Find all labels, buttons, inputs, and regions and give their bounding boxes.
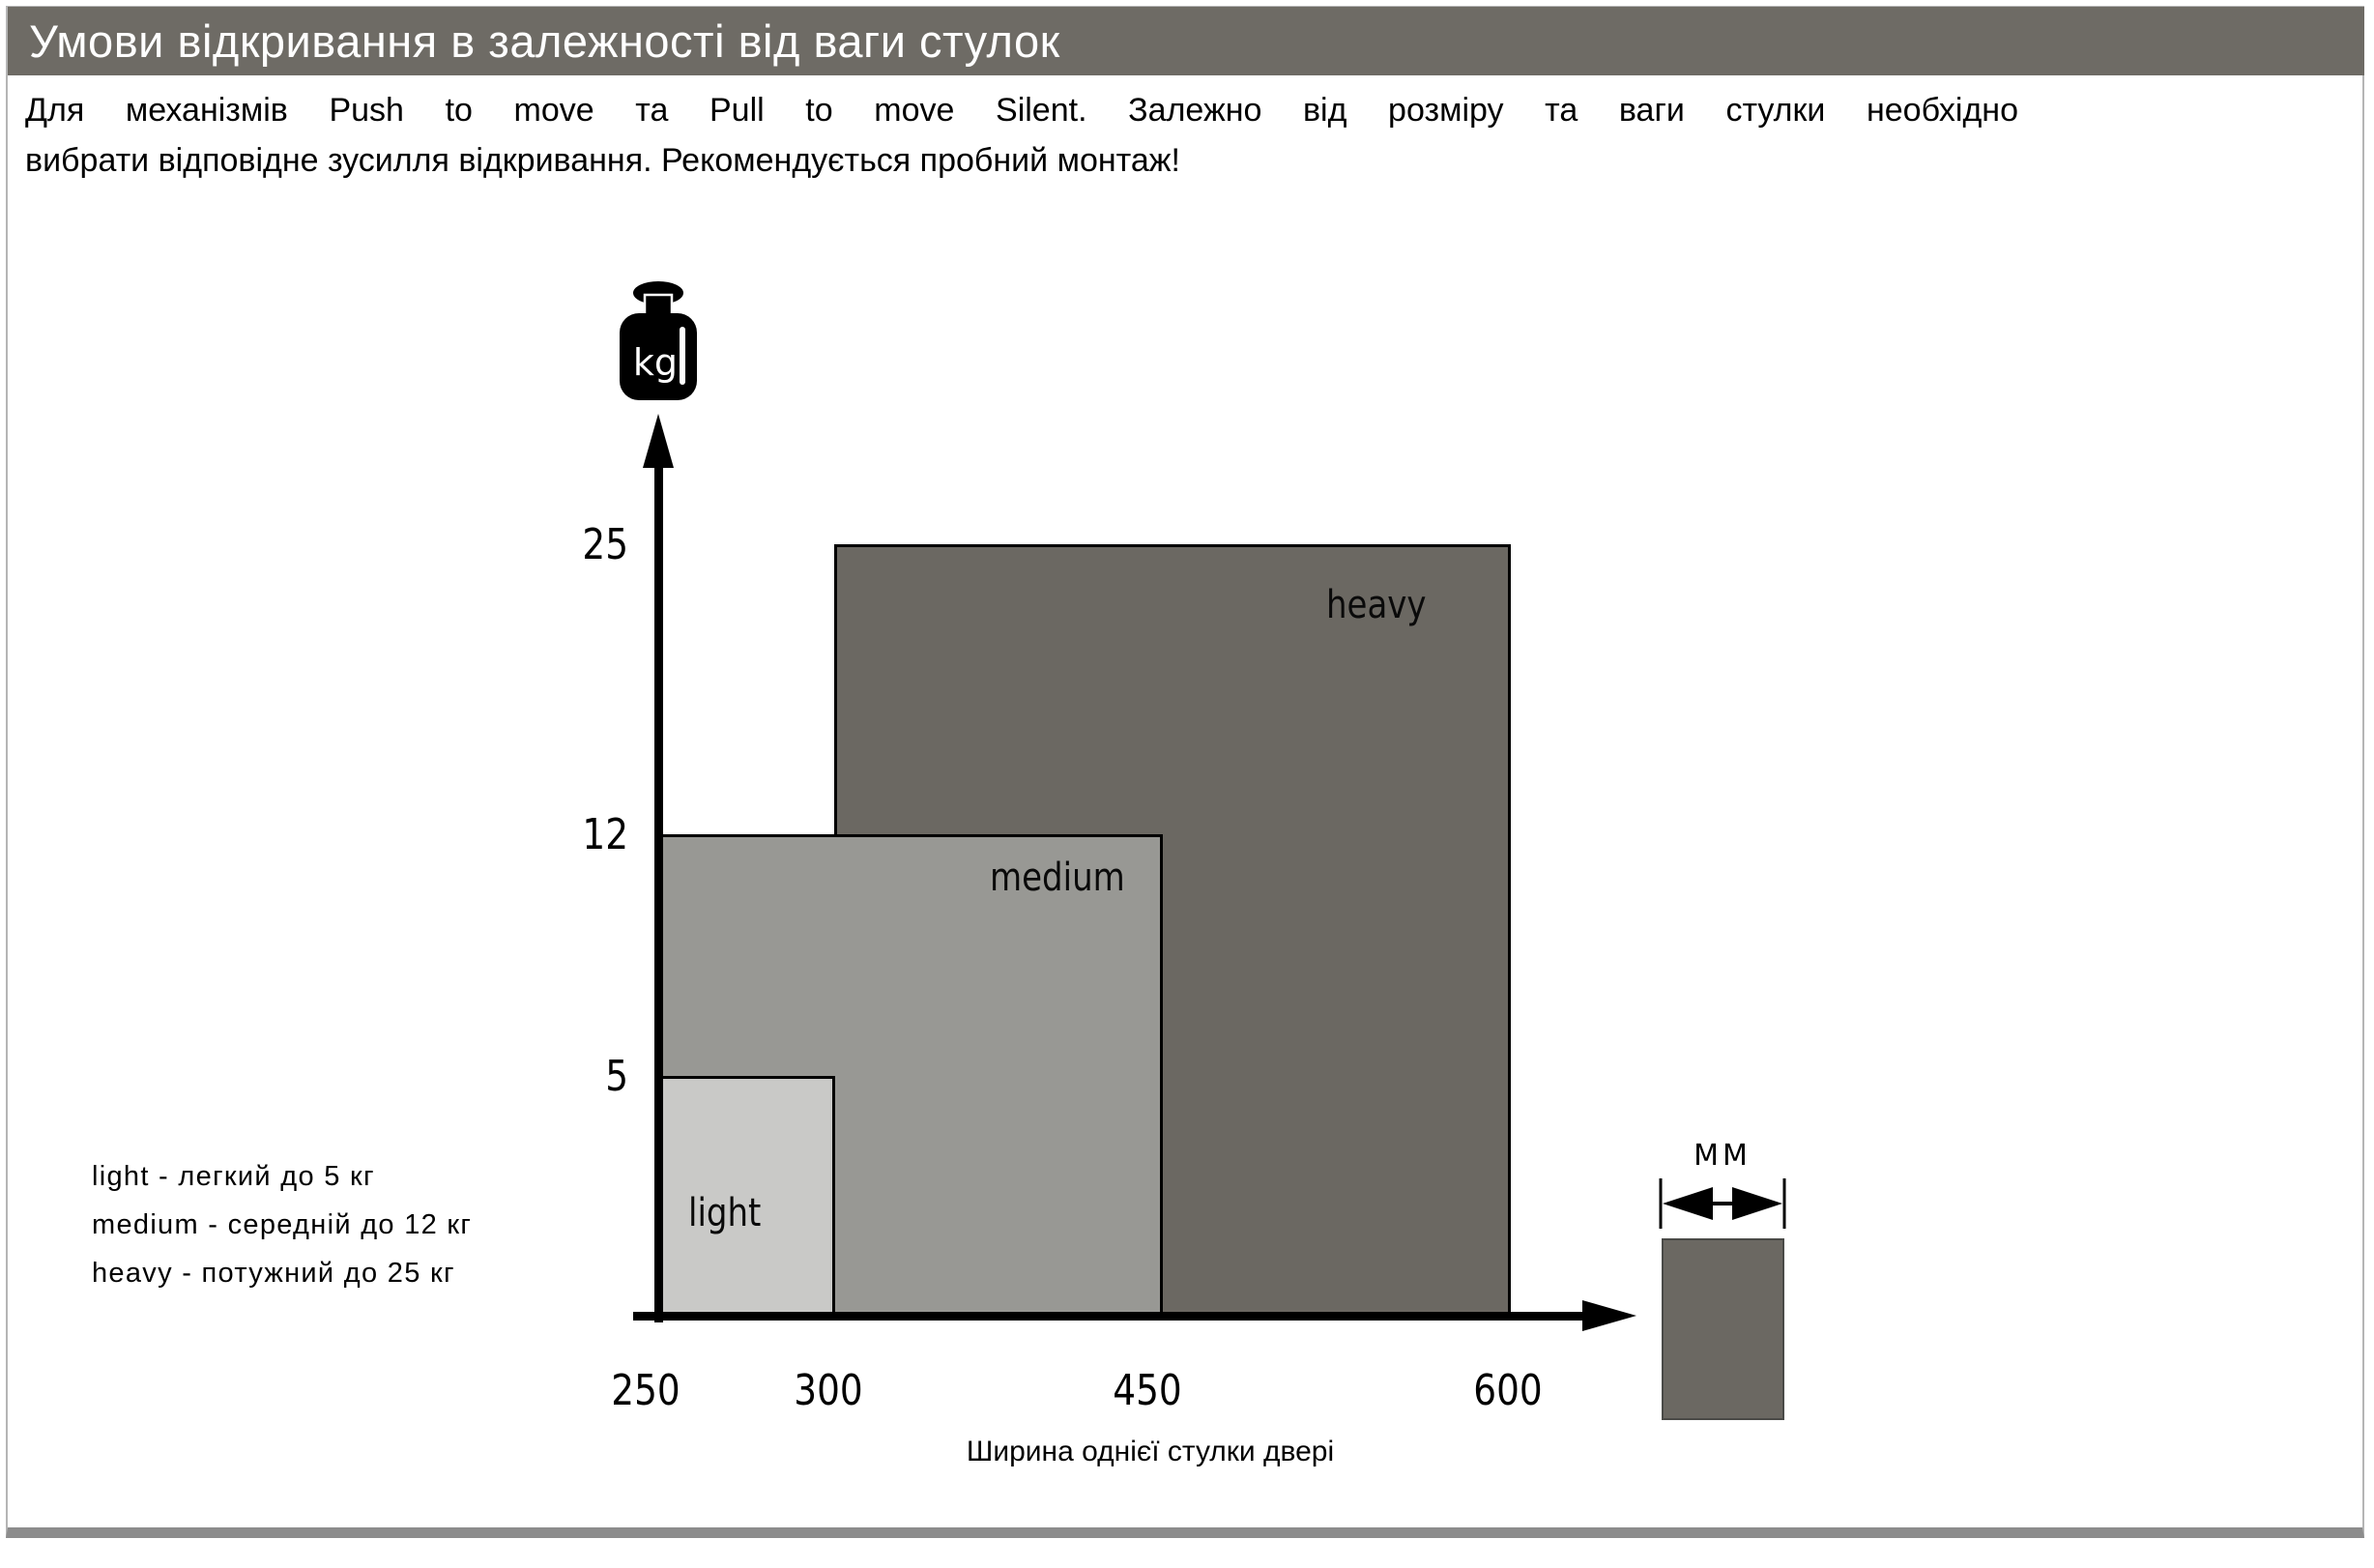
legend: light - легкий до 5 кг medium - середній… — [92, 1152, 472, 1297]
legend-item-medium: medium - середній до 12 кг — [92, 1209, 473, 1240]
x-tick-600: 600 — [1473, 1366, 1543, 1415]
kg-weight-icon: kg — [620, 281, 697, 400]
description: Для механізмів Push to move та Pull to m… — [25, 85, 2018, 186]
legend-item-heavy: heavy - потужний до 25 кг — [92, 1258, 455, 1289]
zone-label-heavy: heavy — [1326, 583, 1427, 627]
kg-icon-label: kg — [633, 341, 678, 384]
zone-label-light: light — [688, 1191, 762, 1235]
y-axis-line — [654, 462, 663, 1322]
x-tick-300: 300 — [794, 1366, 863, 1415]
door-panel-illustration — [1662, 1238, 1784, 1420]
title-bar: Умови відкривання в залежності від ваги … — [8, 7, 2364, 75]
x-tick-450: 450 — [1113, 1366, 1182, 1415]
width-dimension-arrow-icon — [1659, 1178, 1786, 1229]
x-tick-250: 250 — [611, 1366, 680, 1415]
x-axis-line — [633, 1312, 1585, 1321]
y-tick-25: 25 — [582, 520, 628, 569]
mm-unit-label: ММ — [1694, 1139, 1752, 1173]
x-axis-title: Ширина однієї стулки двері — [966, 1436, 1335, 1467]
description-line-2: вибрати відповідне зусилля відкривання. … — [25, 142, 1180, 179]
page-title: Умови відкривання в залежності від ваги … — [29, 15, 1060, 67]
description-line-1: Для механізмів Push to move та Pull to m… — [25, 92, 2018, 129]
zone-label-medium: medium — [990, 856, 1125, 900]
legend-item-light: light - легкий до 5 кг — [92, 1161, 375, 1192]
y-axis-arrow-icon — [643, 414, 674, 468]
y-tick-12: 12 — [582, 810, 628, 859]
x-axis-arrow-icon — [1582, 1300, 1636, 1331]
y-tick-5: 5 — [605, 1052, 628, 1101]
